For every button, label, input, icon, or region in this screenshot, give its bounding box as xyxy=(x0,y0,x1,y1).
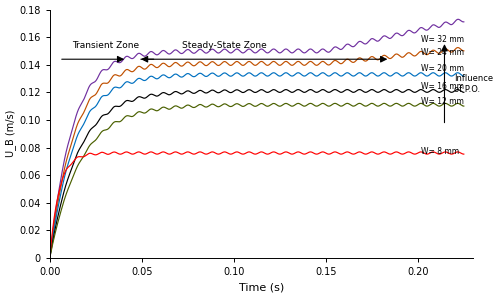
Text: W= 16 mm: W= 16 mm xyxy=(422,82,465,91)
Text: W= 32 mm: W= 32 mm xyxy=(422,35,465,44)
Text: Influence
of P.O.: Influence of P.O. xyxy=(454,74,493,94)
Y-axis label: U_B (m/s): U_B (m/s) xyxy=(6,110,16,157)
Text: W= 12 mm: W= 12 mm xyxy=(422,97,465,106)
Text: Steady-State Zone: Steady-State Zone xyxy=(182,41,267,50)
Text: W= 20 mm: W= 20 mm xyxy=(422,64,465,73)
Text: W= 24 mm: W= 24 mm xyxy=(422,48,465,57)
Text: Transient Zone: Transient Zone xyxy=(72,41,139,50)
X-axis label: Time (s): Time (s) xyxy=(239,283,284,292)
Text: W= 8 mm: W= 8 mm xyxy=(422,147,460,156)
